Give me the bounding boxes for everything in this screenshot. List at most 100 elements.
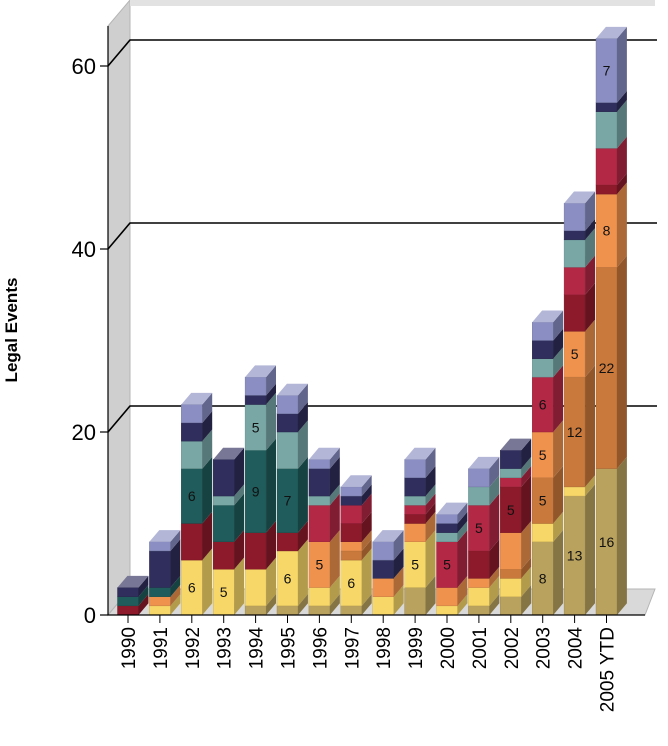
- bar-segment-side: [266, 438, 276, 533]
- bar-segment-side: [425, 484, 436, 506]
- data-label: 12: [567, 424, 583, 440]
- bar-segment-side: [266, 392, 276, 451]
- bar-segment: [468, 486, 490, 506]
- bar-segment: [372, 578, 394, 597]
- data-label: 5: [316, 557, 324, 573]
- bar-segment: [404, 459, 426, 478]
- bar-segment: [276, 431, 299, 469]
- bar-segment-side: [425, 575, 436, 615]
- bar-segment-side: [585, 319, 595, 378]
- bar-segment: [404, 587, 426, 616]
- bar-segment: [276, 605, 299, 616]
- gridline: [107, 39, 657, 67]
- bar-segment: [117, 596, 139, 607]
- data-label: 8: [603, 223, 611, 239]
- bar-segment-side: [298, 420, 308, 469]
- bar-segment-side: [298, 456, 308, 533]
- bar-segment: [340, 523, 362, 542]
- bar-segment: [340, 605, 362, 616]
- bar-segment: [563, 203, 586, 231]
- bar-segment-side: [138, 585, 149, 606]
- bar-segment: [532, 340, 554, 359]
- bar-segment: [404, 495, 426, 506]
- bar-segment-side: [361, 530, 372, 551]
- x-tick-label: 2005 YTD: [598, 627, 619, 712]
- bar-segment-side: [202, 456, 213, 524]
- bar-segment: [468, 468, 490, 488]
- bar-segment: [212, 541, 235, 570]
- bar-stack: 67: [276, 383, 308, 616]
- data-label: 6: [539, 397, 547, 413]
- y-axis: 0 20 40 60: [72, 26, 109, 628]
- bar-segment-side: [425, 466, 436, 497]
- bar-segment: [500, 569, 522, 579]
- x-axis: 1990 1991 1992 1993 1994 1995 1996 1997 1998 1999…: [108, 614, 645, 712]
- bar-segment: [244, 376, 267, 396]
- bar-segment: [212, 459, 235, 497]
- bar-stack: 6: [340, 475, 372, 616]
- bar-segment: [372, 541, 394, 561]
- x-tick-label: 2003: [534, 627, 555, 669]
- bar-segment: [500, 450, 522, 469]
- bar-segment: [500, 596, 522, 616]
- bar-segment: [308, 605, 331, 616]
- bar-segment: [340, 550, 362, 561]
- bar-segment: [149, 541, 171, 552]
- bar-top-face: [181, 392, 213, 405]
- bar-segment: [308, 587, 331, 607]
- bar-segment-side: [234, 493, 245, 542]
- bar-segment-side: [361, 539, 372, 561]
- data-label: 16: [599, 534, 615, 550]
- bar-segment-side: [457, 502, 468, 524]
- bar-segment-side: [202, 429, 213, 469]
- bar-segment-side: [329, 484, 340, 506]
- bar-segment: [117, 605, 139, 616]
- x-tick-label: 1992: [183, 627, 204, 669]
- back-wall-top-edge: [130, 0, 655, 6]
- bar-top-face: [500, 438, 532, 451]
- x-tick-label: 2002: [502, 627, 523, 669]
- x-tick-label: 2004: [566, 627, 587, 670]
- bar-segment-side: [457, 594, 468, 615]
- data-label: 7: [284, 493, 292, 509]
- bar-top-face: [277, 383, 308, 396]
- bar-segment-side: [298, 594, 308, 615]
- bar-segment: [404, 477, 426, 497]
- bar-segment-side: [617, 255, 627, 469]
- bar-segment-side: [585, 365, 595, 487]
- bar-segment-side: [585, 484, 595, 615]
- bar-segment: [181, 404, 203, 424]
- bar-stack: 95: [244, 365, 276, 616]
- bar-segment-side: [521, 557, 532, 579]
- bar-stack: 5: [468, 456, 500, 616]
- bar-stack: 5: [404, 447, 436, 616]
- bar-segment: [595, 102, 618, 112]
- bar-segment: [149, 605, 171, 616]
- x-tick-label: 1996: [310, 627, 331, 669]
- bar-segment-side: [298, 383, 308, 414]
- bar-segment-side: [202, 411, 213, 442]
- bar-segment-side: [521, 520, 532, 570]
- bar-top-face: [596, 26, 627, 39]
- bar-segment-side: [329, 493, 340, 542]
- data-label: 6: [188, 580, 196, 596]
- bar-segment: [595, 184, 618, 195]
- bar-segment-side: [425, 502, 436, 524]
- x-tick-label: 1999: [406, 627, 427, 669]
- bar-segment-side: [489, 566, 500, 588]
- bar-top-face: [404, 447, 436, 460]
- x-tick-label: 1997: [342, 627, 363, 669]
- bar-segment: [181, 440, 203, 469]
- bar-segment-side: [617, 173, 627, 195]
- x-tick-label: 1993: [215, 627, 236, 669]
- gridline: [107, 222, 657, 250]
- bar-segment-side: [393, 548, 404, 579]
- bar-segment-side: [393, 585, 404, 615]
- x-tick-label: 1991: [151, 627, 172, 669]
- bar-stack: 5: [212, 447, 245, 616]
- bar-segment: [500, 468, 522, 478]
- bar-segment: [149, 587, 171, 597]
- bar-stack: 8 5 5 6: [532, 310, 564, 616]
- bar-segment-side: [521, 466, 532, 487]
